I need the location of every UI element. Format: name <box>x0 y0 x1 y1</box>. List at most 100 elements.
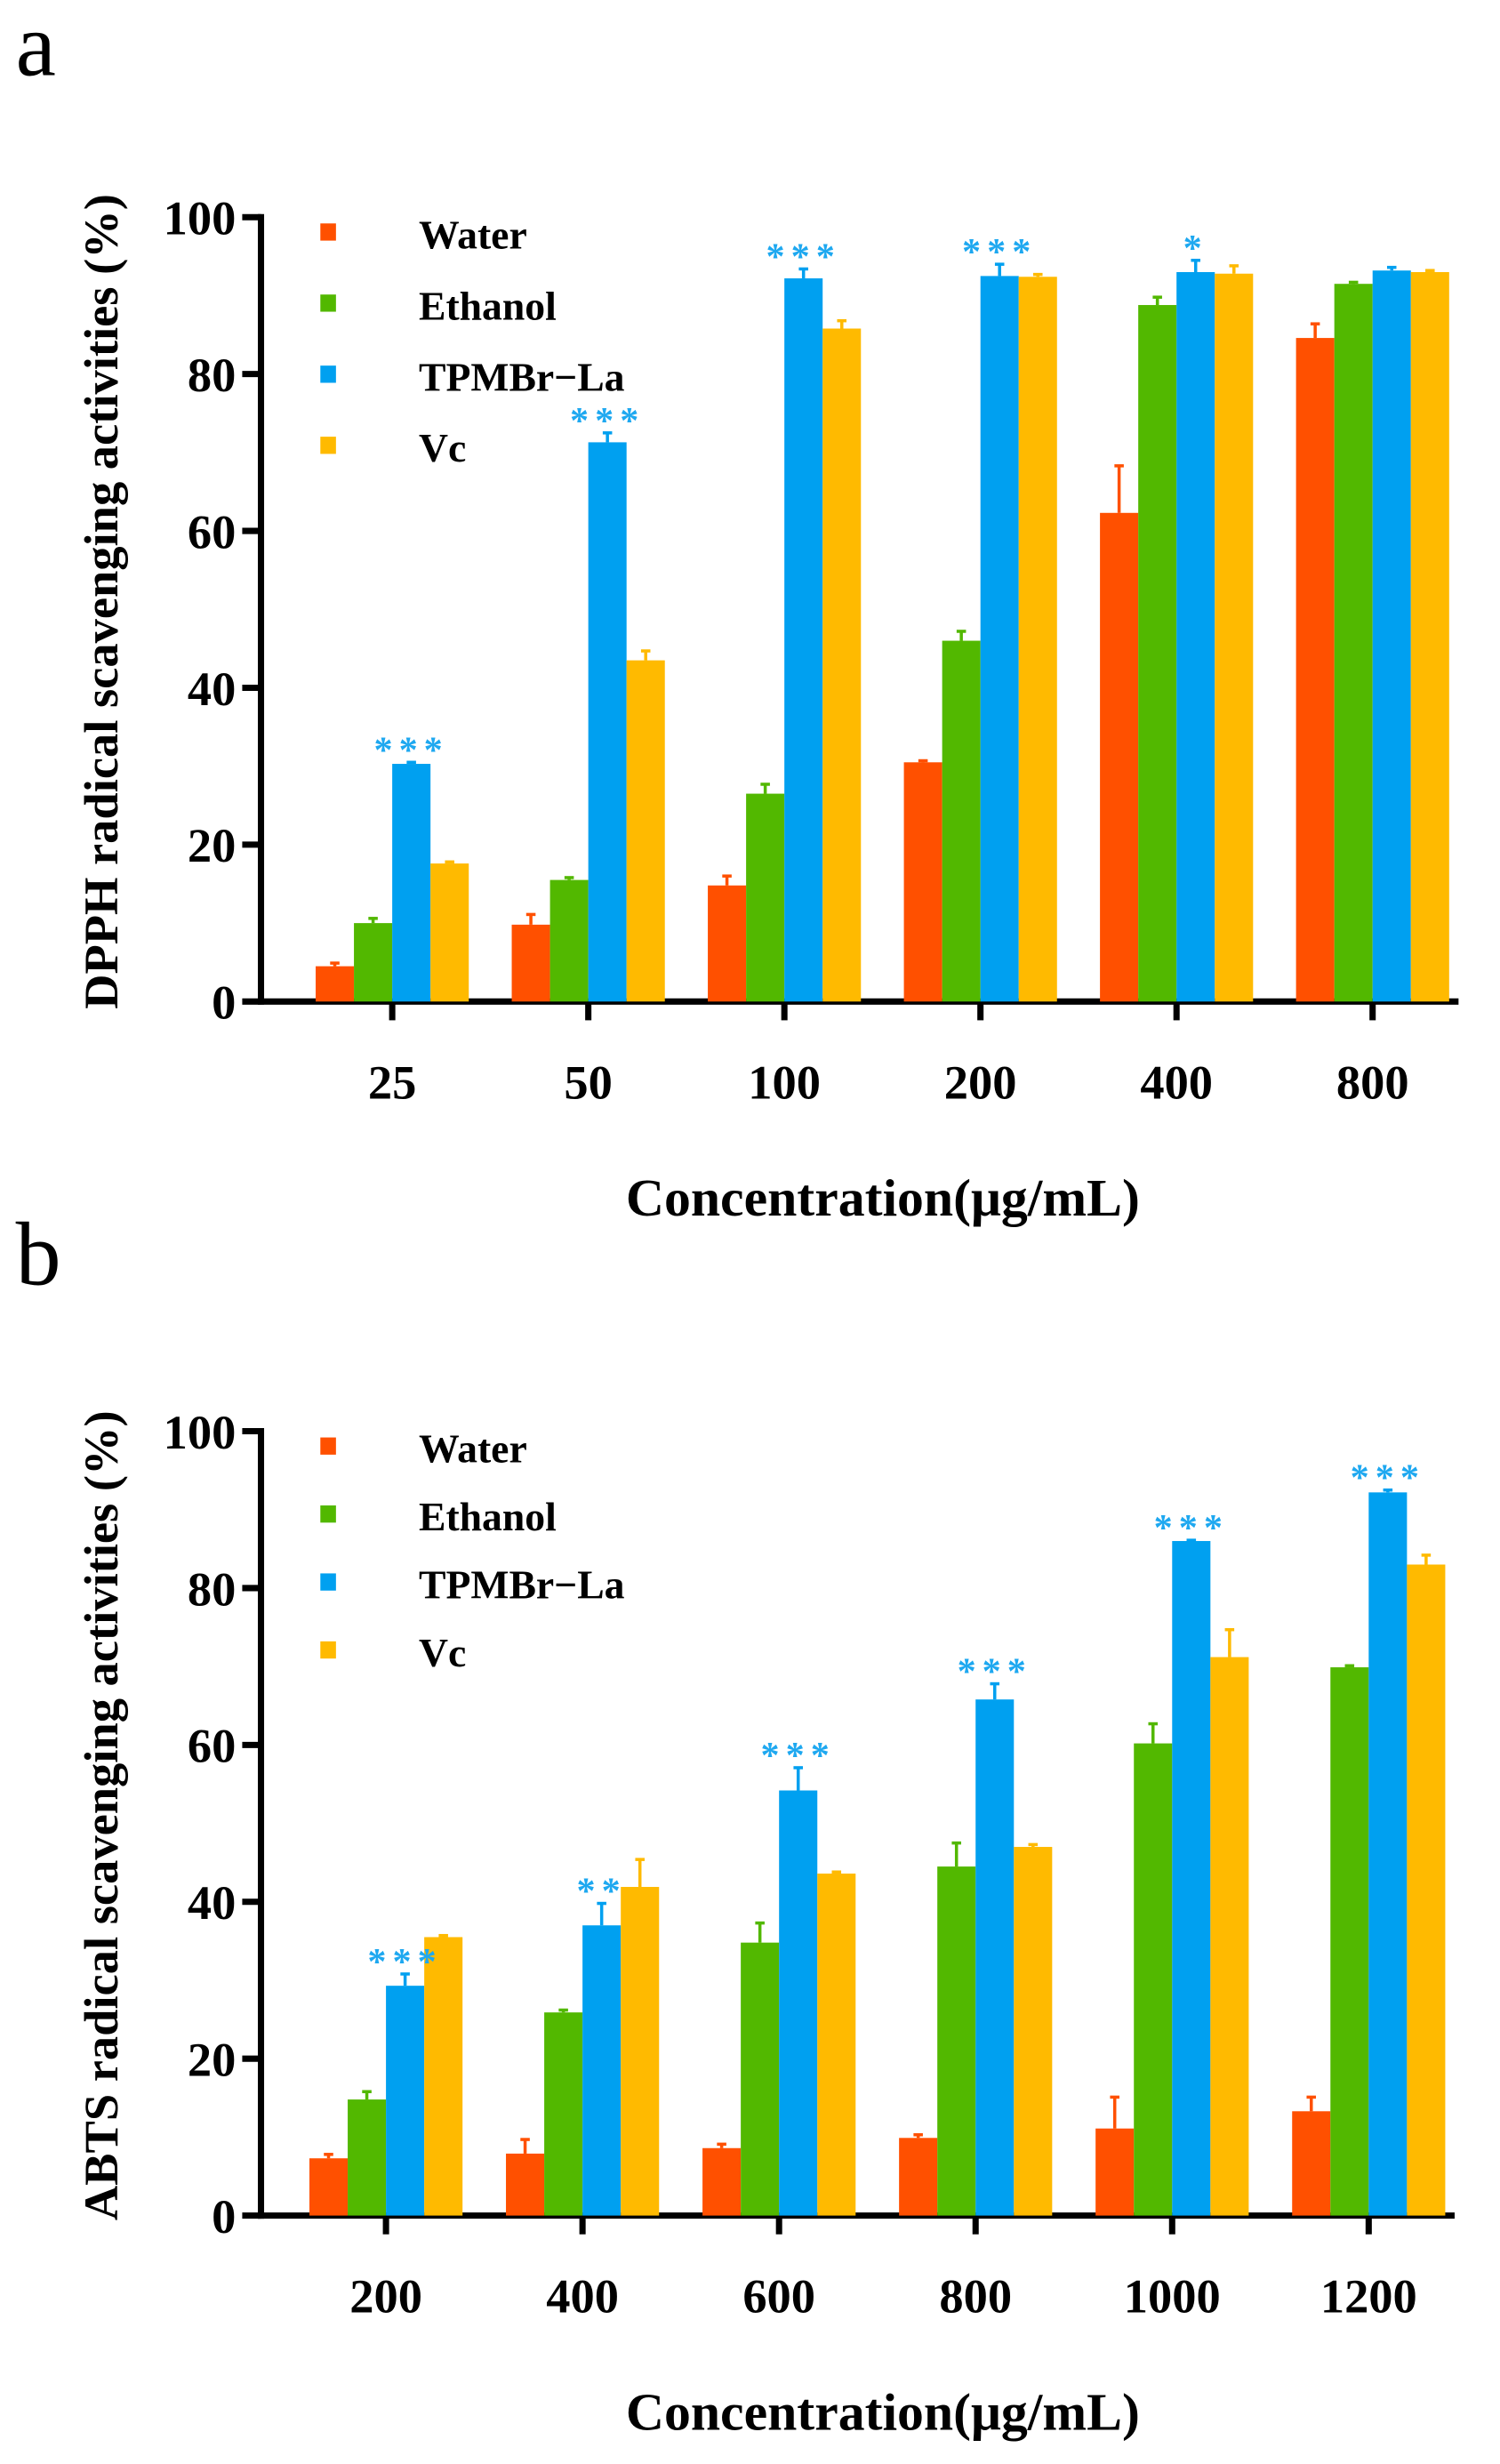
significance-marker: *** <box>761 1735 836 1777</box>
bar-tpmbrla-200 <box>386 1986 425 2216</box>
bar-tpmbrla-800 <box>975 1699 1015 2216</box>
significance-marker: * <box>1183 228 1208 269</box>
significance-marker: *** <box>766 236 841 277</box>
bar-vc-400 <box>1215 273 1254 1002</box>
bar-water-100 <box>708 885 747 1002</box>
y-tick-label: 40 <box>188 1875 236 1930</box>
bar-tpmbrla-400 <box>1176 271 1215 1002</box>
x-tick-label: 50 <box>564 1055 612 1109</box>
significance-marker: *** <box>962 231 1037 273</box>
y-tick-label: 20 <box>188 818 236 872</box>
x-tick-label: 25 <box>368 1055 416 1109</box>
x-axis-label: Concentration(μg/mL) <box>626 1168 1140 1227</box>
bar-ethanol-800 <box>1334 284 1373 1002</box>
legend-label: Vc <box>419 425 466 470</box>
bar-vc-400 <box>621 1887 660 2216</box>
legend-swatch-tpmbrla <box>320 1573 336 1591</box>
legend-swatch-ethanol <box>320 1505 336 1523</box>
significance-marker: ** <box>577 1871 627 1913</box>
bar-tpmbrla-25 <box>392 764 431 1002</box>
significance-marker: *** <box>373 729 448 771</box>
bar-tpmbrla-50 <box>588 442 627 1002</box>
x-tick-label: 800 <box>939 2269 1012 2324</box>
bar-ethanol-1200 <box>1330 1667 1369 2216</box>
bar-ethanol-100 <box>746 793 785 1002</box>
bar-ethanol-800 <box>937 1866 976 2216</box>
y-tick-label: 60 <box>188 504 236 558</box>
significance-marker: *** <box>1154 1507 1229 1549</box>
bar-ethanol-400 <box>544 2012 583 2216</box>
bar-water-800 <box>899 2138 938 2216</box>
x-tick-label: 600 <box>742 2269 815 2324</box>
bar-tpmbrla-1000 <box>1172 1541 1211 2216</box>
significance-marker: *** <box>1351 1457 1425 1499</box>
bar-tpmbrla-1200 <box>1368 1492 1408 2216</box>
x-tick-label: 400 <box>546 2269 619 2324</box>
legend-label: Vc <box>419 1630 466 1675</box>
y-tick-label: 0 <box>212 975 236 1030</box>
bar-water-600 <box>702 2147 742 2216</box>
y-axis-label: ABTS radical scavenging activities (%) <box>74 1410 128 2220</box>
legend-label: Ethanol <box>419 1494 557 1539</box>
bar-vc-800 <box>1014 1847 1053 2216</box>
bar-vc-1200 <box>1407 1564 1446 2216</box>
bar-vc-600 <box>817 1874 856 2216</box>
bar-water-50 <box>511 924 550 1002</box>
bar-ethanol-200 <box>348 2099 387 2216</box>
x-tick-label: 400 <box>1140 1055 1213 1109</box>
y-tick-label: 100 <box>164 1405 237 1459</box>
bar-tpmbrla-400 <box>582 1925 622 2216</box>
bar-vc-1000 <box>1210 1657 1249 2216</box>
bar-ethanol-400 <box>1138 305 1177 1002</box>
y-tick-label: 80 <box>188 1561 236 1616</box>
x-tick-label: 100 <box>748 1055 821 1109</box>
legend-swatch-ethanol <box>320 294 336 312</box>
bar-water-800 <box>1295 338 1335 1002</box>
bar-water-400 <box>506 2153 545 2216</box>
bar-tpmbrla-800 <box>1372 270 1411 1002</box>
x-axis-label: Concentration(μg/mL) <box>626 2382 1140 2441</box>
x-tick-label: 200 <box>944 1055 1017 1109</box>
legend-label: TPMBr−La <box>419 1562 625 1608</box>
y-tick-label: 80 <box>188 348 236 402</box>
bar-water-25 <box>316 966 355 1002</box>
x-tick-label: 1200 <box>1320 2269 1417 2324</box>
bar-tpmbrla-200 <box>980 276 1019 1002</box>
bar-vc-50 <box>626 660 665 1002</box>
bar-vc-800 <box>1410 271 1449 1002</box>
legend-swatch-water <box>320 223 336 241</box>
legend-swatch-vc <box>320 1641 336 1659</box>
legend-swatch-water <box>320 1437 336 1455</box>
bar-ethanol-200 <box>942 640 981 1002</box>
significance-marker: *** <box>958 1651 1032 1693</box>
x-tick-label: 800 <box>1336 1055 1409 1109</box>
legend-swatch-vc <box>320 437 336 454</box>
bar-vc-200 <box>1018 277 1057 1002</box>
legend-label: Water <box>419 212 527 257</box>
bar-water-1000 <box>1095 2128 1135 2216</box>
x-tick-label: 1000 <box>1124 2269 1221 2324</box>
legend-label: Water <box>419 1426 527 1472</box>
y-tick-label: 100 <box>164 191 237 245</box>
bar-ethanol-50 <box>549 879 589 1002</box>
y-tick-label: 40 <box>188 662 236 716</box>
panel-label: a <box>16 0 56 95</box>
bar-water-400 <box>1100 512 1139 1002</box>
bar-tpmbrla-100 <box>784 278 823 1002</box>
bar-vc-100 <box>822 328 862 1002</box>
bar-vc-25 <box>430 863 469 1002</box>
panel-label: b <box>16 1204 61 1304</box>
bar-tpmbrla-600 <box>779 1790 818 2216</box>
bar-ethanol-1000 <box>1134 1743 1173 2216</box>
legend-label: Ethanol <box>419 283 557 328</box>
y-tick-label: 60 <box>188 1719 236 1773</box>
bar-vc-200 <box>424 1937 463 2216</box>
significance-marker: *** <box>570 400 645 442</box>
y-tick-label: 0 <box>212 2189 236 2243</box>
legend-swatch-tpmbrla <box>320 365 336 383</box>
x-tick-label: 200 <box>349 2269 422 2324</box>
bar-ethanol-600 <box>741 1942 780 2216</box>
bar-water-200 <box>309 2158 349 2216</box>
significance-marker: *** <box>367 1941 442 1983</box>
